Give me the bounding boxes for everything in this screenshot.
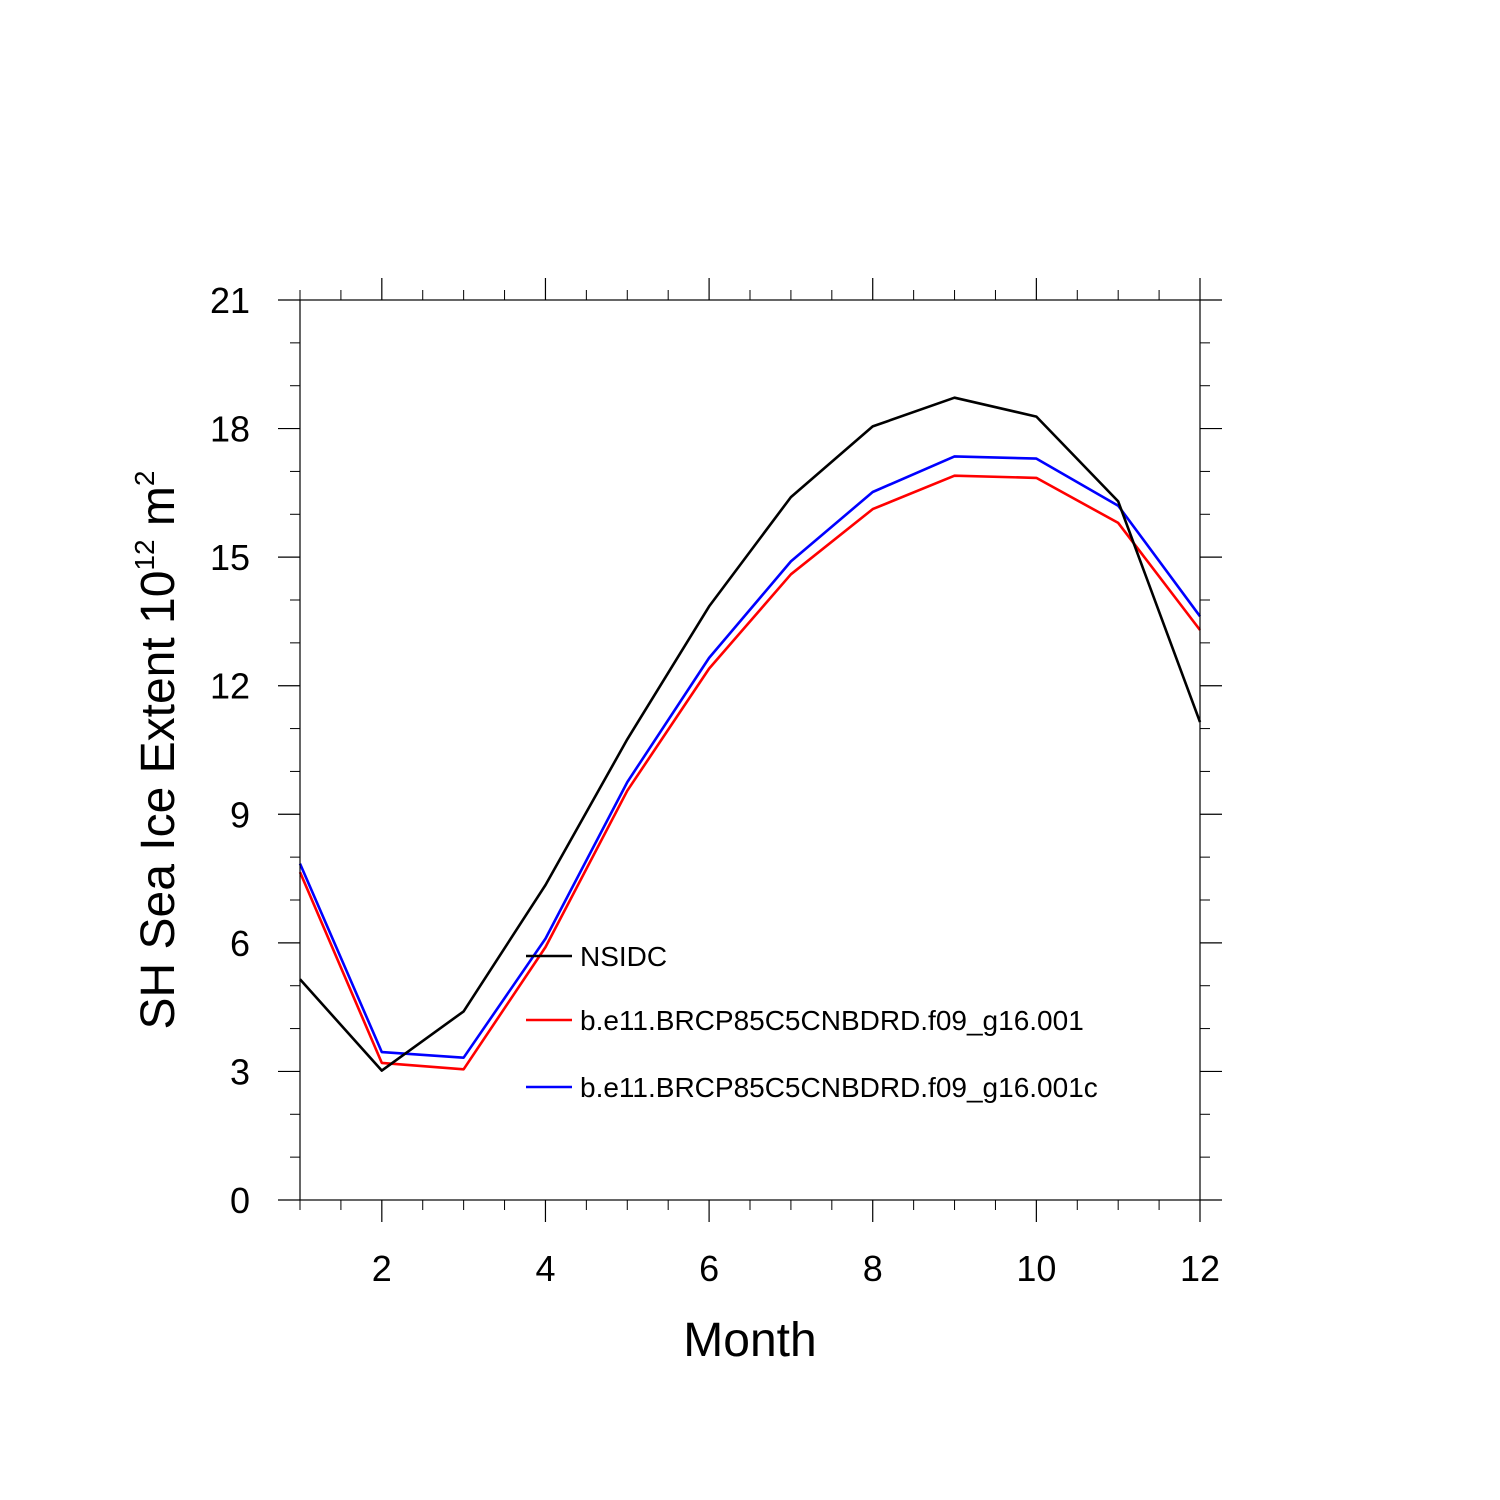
y-tick-label: 0 — [230, 1180, 250, 1221]
y-tick-label: 3 — [230, 1051, 250, 1092]
y-tick-label: 12 — [210, 666, 250, 707]
y-axis-title-unit-exponent: 2 — [129, 471, 160, 487]
x-tick-label: 12 — [1180, 1248, 1220, 1289]
legend: NSIDC b.e11.BRCP85C5CNBDRD.f09_g16.001 b.e… — [526, 941, 1098, 1103]
legend-label: NSIDC — [580, 941, 667, 972]
series-line — [298, 474, 1202, 1071]
series-lines — [298, 396, 1202, 1072]
legend-label: b.e11.BRCP85C5CNBDRD.f09_g16.001 — [580, 1005, 1084, 1036]
minor-ticks — [290, 290, 1210, 1210]
y-tick-label: 21 — [210, 280, 250, 321]
x-tick-label: 10 — [1016, 1248, 1056, 1289]
plot-frame — [299, 299, 1201, 1201]
y-axis-title: SH Sea Ice Extent 1012 m2 — [129, 471, 185, 1030]
series-line — [298, 455, 1202, 1059]
x-axis-title: Month — [683, 1314, 816, 1367]
y-axis-title-unit: m — [132, 486, 185, 539]
y-tick-label: 6 — [230, 923, 250, 964]
tick-labels: 2 4 6 8 10 12 0 3 6 9 12 15 18 21 — [210, 280, 1220, 1289]
y-axis-title-main: SH Sea Ice Extent 10 — [132, 571, 185, 1030]
x-tick-label: 2 — [372, 1248, 392, 1289]
legend-label: b.e11.BRCP85C5CNBDRD.f09_g16.001c — [580, 1072, 1098, 1103]
y-tick-label: 9 — [230, 794, 250, 835]
series-line — [299, 396, 1202, 1072]
y-axis-title-exponent: 12 — [129, 539, 160, 570]
x-tick-label: 8 — [863, 1248, 883, 1289]
major-ticks — [278, 278, 1222, 1222]
x-tick-label: 4 — [535, 1248, 555, 1289]
y-tick-label: 15 — [210, 537, 250, 578]
x-tick-label: 6 — [699, 1248, 719, 1289]
y-tick-label: 18 — [210, 409, 250, 450]
